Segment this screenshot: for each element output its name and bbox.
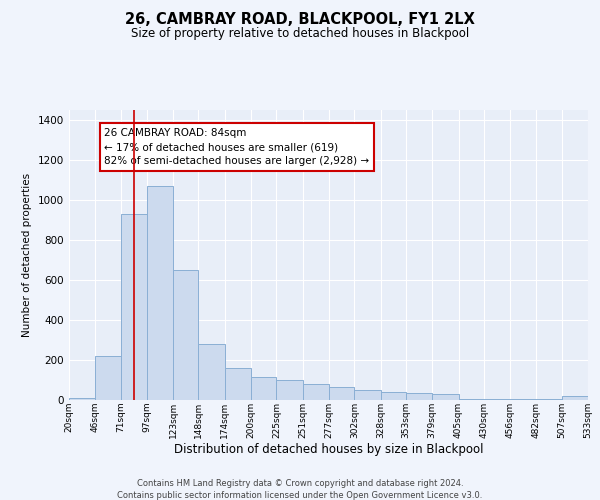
Bar [406, 393, 432, 400]
Bar [69, 398, 95, 400]
Bar [277, 380, 303, 400]
Bar [173, 270, 199, 400]
Bar [303, 384, 329, 400]
Text: Size of property relative to detached houses in Blackpool: Size of property relative to detached ho… [131, 28, 469, 40]
Bar [225, 368, 251, 400]
Bar [121, 214, 147, 400]
Text: Distribution of detached houses by size in Blackpool: Distribution of detached houses by size … [174, 442, 484, 456]
Bar [484, 399, 510, 400]
Bar [354, 390, 380, 400]
Bar [458, 399, 484, 400]
Bar [536, 399, 562, 400]
Bar [432, 394, 458, 400]
Text: 26 CAMBRAY ROAD: 84sqm
← 17% of detached houses are smaller (619)
82% of semi-de: 26 CAMBRAY ROAD: 84sqm ← 17% of detached… [104, 128, 370, 166]
Text: 26, CAMBRAY ROAD, BLACKPOOL, FY1 2LX: 26, CAMBRAY ROAD, BLACKPOOL, FY1 2LX [125, 12, 475, 28]
Bar [380, 392, 406, 400]
Text: Contains HM Land Registry data © Crown copyright and database right 2024.: Contains HM Land Registry data © Crown c… [137, 479, 463, 488]
Bar [95, 356, 121, 400]
Y-axis label: Number of detached properties: Number of detached properties [22, 173, 32, 337]
Bar [199, 344, 225, 400]
Bar [562, 396, 588, 400]
Bar [329, 387, 354, 400]
Bar [251, 377, 277, 400]
Text: Contains public sector information licensed under the Open Government Licence v3: Contains public sector information licen… [118, 491, 482, 500]
Bar [510, 399, 536, 400]
Bar [147, 186, 173, 400]
